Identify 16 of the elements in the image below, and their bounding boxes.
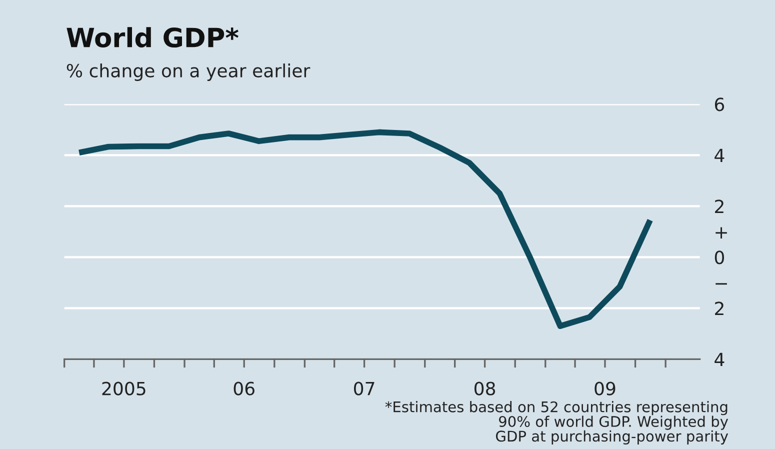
y-tick-label: − — [716, 283, 727, 285]
y-tick-label: + — [716, 227, 727, 239]
x-tick-label: 06 — [234, 382, 254, 396]
y-tick-label: 4 — [714, 148, 724, 162]
y-tick-label: 2 — [715, 302, 724, 316]
x-tick-label: 2005 — [102, 382, 146, 396]
x-tick-label: 07 — [354, 382, 374, 396]
x-tick-label: 09 — [594, 382, 616, 396]
y-tick-label: 6 — [714, 98, 724, 112]
y-tick-label: 4 — [714, 352, 724, 366]
chart-title: World GDP* — [66, 27, 238, 48]
x-tick-label: 08 — [474, 382, 496, 396]
text: *Estimates based on 52 countries representing 90% of world GDP. Weighted by GDP at purchasing-power parity — [385, 401, 728, 445]
y-tick-label: 0 — [714, 250, 724, 264]
chart-subtitle: % change on a year earlier — [66, 64, 310, 81]
y-tick-label: 2 — [715, 200, 724, 214]
